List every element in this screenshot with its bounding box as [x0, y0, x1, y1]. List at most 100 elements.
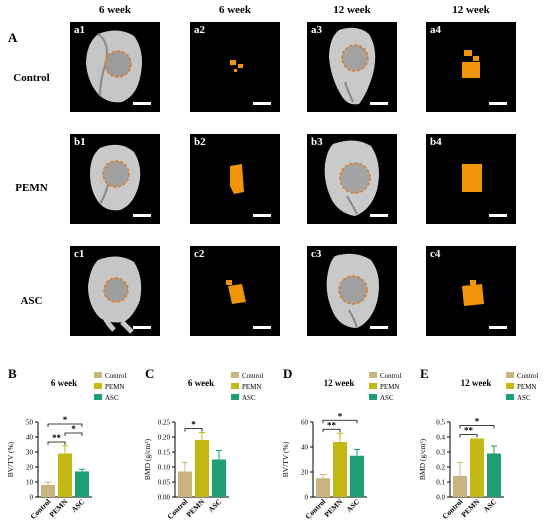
y-axis-label: BMD (g/cm³) [418, 438, 427, 480]
bar [75, 471, 89, 497]
column-header-4: 12 week [452, 4, 490, 16]
significance-bracket [47, 423, 83, 427]
bar [178, 471, 192, 497]
significance-bracket [64, 432, 83, 436]
column-header-1: 6 week [98, 4, 132, 16]
panel-label: B [8, 366, 17, 381]
legend-entry: PEMN [242, 383, 261, 391]
tile-label: a2 [194, 24, 205, 36]
scale-bar [489, 214, 507, 217]
legend-swatch [94, 372, 102, 378]
new-bone-render [230, 164, 244, 194]
bone-3d-render [86, 30, 142, 103]
y-tick-label: 30 [26, 449, 34, 457]
chart-e: E 12 week Control PEMN ASC 0.0 0.1 0.2 0.3 0.4 0.5… [412, 362, 547, 531]
new-bone-render [462, 164, 482, 192]
micro-ct-tile-a3: a3 [307, 22, 397, 112]
x-tick-label: PEMN [184, 497, 206, 519]
tile-label: b1 [74, 136, 86, 148]
chart-title: 12 week [461, 378, 492, 388]
micro-ct-tile-b1: b1 [70, 134, 160, 224]
y-tick-label: 0.05 [158, 479, 171, 487]
bone-3d-render [329, 27, 376, 105]
x-tick-label: ASC [481, 497, 498, 514]
y-tick-label: 0 [30, 494, 34, 502]
bar [41, 485, 55, 497]
legend-entry: PEMN [380, 383, 399, 391]
y-tick-label: 10 [26, 479, 34, 487]
y-tick-label: 0.20 [158, 434, 171, 442]
y-axis-label: BMD (g/cm³) [143, 438, 152, 480]
column-header-3: 12 week [333, 4, 371, 16]
y-tick-label: 0 [305, 494, 309, 502]
legend-swatch [94, 394, 102, 400]
micro-ct-tile-b3: b3 [307, 134, 397, 224]
bar [333, 442, 347, 497]
legend-entry: PEMN [517, 383, 536, 391]
bar-chart-svg: E12 weekControlPEMNASC0.00.10.20.30.40.5… [418, 366, 538, 521]
scale-bar [253, 102, 271, 105]
significance-label: ** [464, 426, 474, 436]
tile-label: b3 [311, 136, 323, 148]
y-tick-label: 0.25 [158, 419, 171, 427]
bar [453, 476, 467, 497]
tile-label: b2 [194, 136, 206, 148]
scale-bar [370, 214, 388, 217]
significance-bracket [322, 419, 358, 424]
y-tick-label: 0.15 [158, 449, 171, 457]
y-tick-label: 40 [26, 434, 34, 442]
legend-swatch [506, 394, 514, 400]
x-tick-label: ASC [344, 497, 361, 514]
scale-bar [133, 326, 151, 329]
micro-ct-tile-a4: a4 [426, 22, 516, 112]
y-axis-label: BV/TV (%) [281, 441, 290, 477]
bar [470, 438, 484, 497]
legend-entry: ASC [105, 394, 119, 402]
chart-title: 6 week [188, 378, 214, 388]
x-tick-label: PEMN [322, 497, 344, 519]
row-header-asc: ASC [20, 295, 43, 307]
micro-ct-tile-a1: a1 [70, 22, 160, 112]
micro-ct-tile-c3: c3 [307, 246, 397, 336]
scale-bar [253, 326, 271, 329]
significance-bracket [459, 434, 478, 438]
legend-swatch [369, 383, 377, 389]
significance-label: * [338, 411, 343, 421]
significance-bracket [322, 428, 341, 433]
micro-ct-tile-c1: c1 [70, 246, 160, 336]
bone-3d-render [88, 256, 142, 334]
y-tick-label: 0.2 [436, 464, 445, 472]
y-tick-label: 40 [301, 444, 309, 452]
y-tick-label: 60 [301, 419, 309, 427]
significance-label: * [71, 424, 76, 434]
bone-3d-render [90, 144, 141, 211]
panel-label: E [420, 366, 429, 381]
tile-label: b4 [430, 136, 442, 148]
legend-swatch [506, 383, 514, 389]
y-tick-label: 0.5 [436, 419, 445, 427]
legend-entry: Control [517, 372, 538, 380]
scale-bar [370, 326, 388, 329]
bar [487, 453, 501, 497]
y-tick-label: 0.4 [436, 434, 445, 442]
bar [212, 459, 226, 497]
significance-label: * [475, 417, 480, 427]
legend-entry: Control [105, 372, 126, 380]
scale-bar [489, 102, 507, 105]
new-bone-render [226, 280, 246, 304]
micro-ct-tile-b2: b2 [190, 134, 280, 224]
significance-label: * [63, 415, 68, 425]
row-header-pemn: PEMN [15, 182, 48, 194]
tile-label: c4 [430, 248, 441, 260]
panel-label: D [283, 366, 292, 381]
scale-bar [133, 102, 151, 105]
y-axis-label: BV/TV (%) [6, 441, 15, 477]
bone-3d-render [326, 253, 379, 329]
scale-bar [370, 102, 388, 105]
y-tick-label: 20 [301, 469, 309, 477]
significance-label: * [191, 420, 196, 430]
legend-swatch [231, 383, 239, 389]
